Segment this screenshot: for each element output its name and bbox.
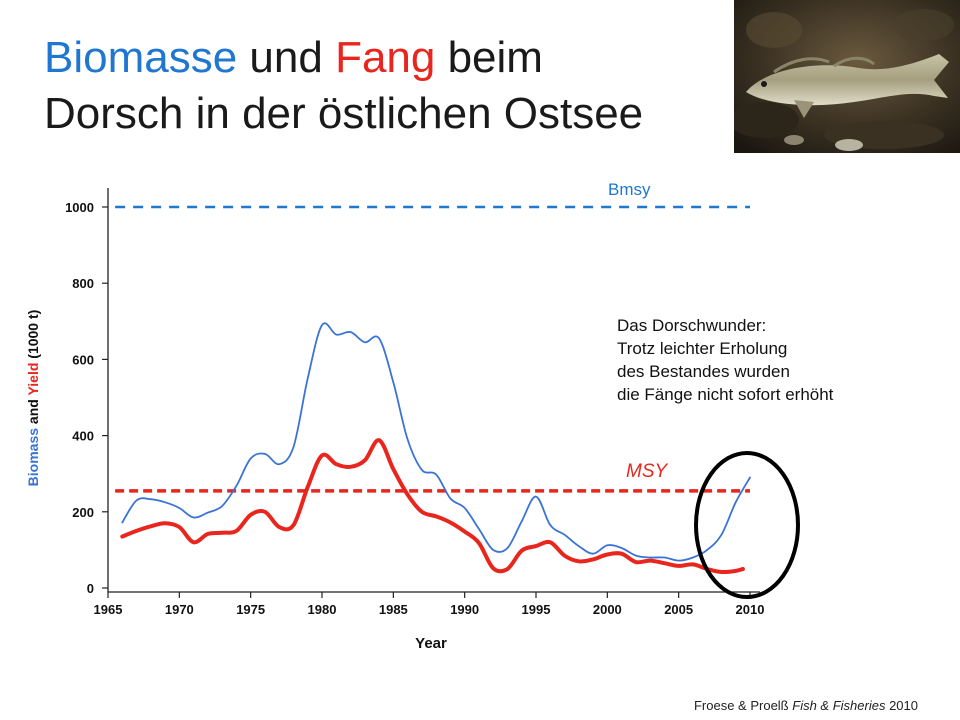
x-tick-label: 1970 xyxy=(165,602,194,617)
annotation-line-4: die Fänge nicht sofort erhöht xyxy=(617,385,834,404)
x-tick-label: 1995 xyxy=(522,602,551,617)
y-tick-label: 400 xyxy=(72,429,94,444)
y-axis-label: Biomass and Yield (1000 t) xyxy=(25,310,41,487)
y-tick-label: 1000 xyxy=(65,200,94,215)
x-tick-label: 2000 xyxy=(593,602,622,617)
title-biomasse: Biomasse xyxy=(44,33,238,82)
citation: Froese & Proelß Fish & Fisheries 2010 xyxy=(694,698,918,713)
chart-series xyxy=(120,322,751,575)
slide-title: Biomasse und Fang beim Dorsch in der öst… xyxy=(44,30,643,142)
annotation-text: Das Dorschwunder: Trotz leichter Erholun… xyxy=(617,314,833,406)
annotation-line-1: Das Dorschwunder: xyxy=(617,316,767,335)
cod-photo xyxy=(734,0,960,153)
title-fang: Fang xyxy=(335,33,436,82)
reference-lines: Bmsy MSY xyxy=(115,180,750,493)
x-axis-label: Year xyxy=(415,635,447,652)
citation-authors: Froese & Proelß xyxy=(693,698,793,713)
title-line-1: Biomasse und Fang beim xyxy=(44,30,643,86)
chart-axes: 0 200 400 600 800 1000 1965 1970 1975 1980 1985 199… xyxy=(65,188,764,617)
annotation-line-2: Trotz leichter Erholung xyxy=(617,339,788,358)
highlight-circle xyxy=(694,451,800,599)
y-label-yield: Yield xyxy=(25,363,41,396)
citation-year: 2010 xyxy=(885,698,918,713)
reference-label-bmsy: Bmsy xyxy=(608,180,651,199)
title-line-2: Dorsch in der östlichen Ostsee xyxy=(44,89,644,138)
series-line-biomass xyxy=(121,322,751,562)
y-tick-label: 0 xyxy=(87,581,94,596)
title-und: und xyxy=(237,33,336,82)
citation-journal: Fish & Fisheries xyxy=(792,698,886,713)
title-beim: beim xyxy=(435,33,543,82)
annotation-line-3: des Bestandes wurden xyxy=(617,362,790,381)
series-line-yield xyxy=(120,438,745,575)
x-tick-label: 1975 xyxy=(236,602,265,617)
y-label-and: and xyxy=(25,396,41,428)
x-tick-label: 1965 xyxy=(94,602,123,617)
chart-labels: Year Biomass and Yield (1000 t) xyxy=(25,310,447,652)
x-tick-label: 1990 xyxy=(450,602,479,617)
reference-label-msy: MSY xyxy=(626,461,669,482)
cod-fish-image xyxy=(734,0,960,153)
x-tick-label: 1985 xyxy=(379,602,408,617)
x-tick-label: 2010 xyxy=(736,602,765,617)
x-tick-label: 2005 xyxy=(664,602,693,617)
y-tick-label: 200 xyxy=(72,505,94,520)
y-tick-label: 800 xyxy=(72,276,94,291)
y-label-unit: (1000 t) xyxy=(25,310,41,363)
y-tick-label: 600 xyxy=(72,352,94,367)
x-tick-label: 1980 xyxy=(308,602,337,617)
y-label-biomass: Biomass xyxy=(25,428,41,487)
